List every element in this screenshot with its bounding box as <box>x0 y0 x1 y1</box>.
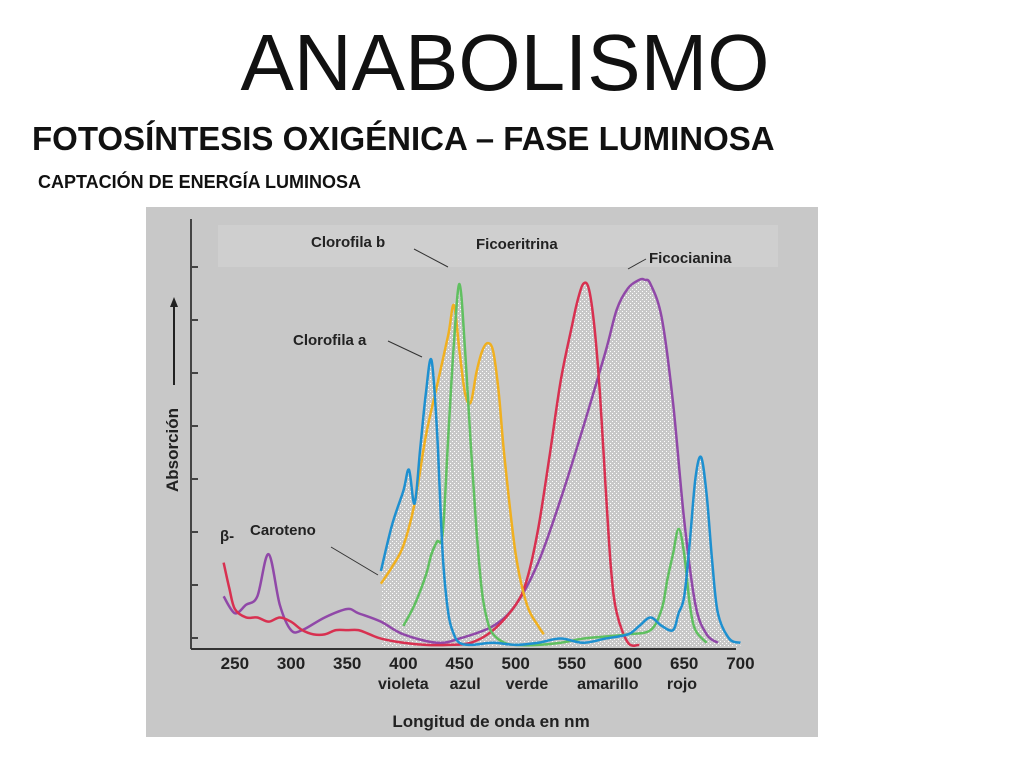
x-tick-label: 500 <box>502 654 530 673</box>
band-label-amarillo: amarillo <box>577 676 639 693</box>
x-tick-label: 550 <box>558 654 586 673</box>
x-tick-label: 400 <box>389 654 417 673</box>
series-line-ficoeritrina <box>222 281 640 647</box>
annotation-clorofila-a: Clorofila a <box>293 332 367 349</box>
absorption-spectrum-chart: 250 300 350 400 450 500 550 600 650 700 violeta azu… <box>146 207 818 737</box>
annotation-clorofila-b: Clorofila b <box>311 234 385 251</box>
y-axis-label: Absorción <box>163 408 182 492</box>
annotation-ficocianina: Ficocianina <box>649 250 732 267</box>
chart-header-panel <box>218 225 778 267</box>
leader-caroteno <box>330 546 379 576</box>
leader-clorofila-b <box>413 248 449 268</box>
x-tick-label: 700 <box>726 654 754 673</box>
slide-title: ANABOLISMO <box>240 18 770 107</box>
leader-ficocianina <box>627 258 647 270</box>
x-tick-label: 250 <box>221 654 249 673</box>
y-axis-arrow-head <box>170 297 178 307</box>
band-label-rojo: rojo <box>667 676 697 693</box>
band-label-azul: azul <box>450 676 481 693</box>
leader-clorofila-a <box>387 340 423 358</box>
series-line-clorofila-a <box>379 357 741 647</box>
x-tick-label: 650 <box>670 654 698 673</box>
band-label-verde: verde <box>506 676 549 693</box>
x-tick-label: 350 <box>333 654 361 673</box>
x-axis-label: Longitud de onda en nm <box>392 712 589 731</box>
slide-subtitle: FOTOSÍNTESIS OXIGÉNICA – FASE LUMINOSA <box>32 120 775 157</box>
annotation-caroteno: Caroteno <box>250 522 316 539</box>
slide-subsubtitle: CAPTACIÓN DE ENERGÍA LUMINOSA <box>38 172 362 192</box>
chart-svg: 250 300 350 400 450 500 550 600 650 700 violeta azu… <box>146 207 818 737</box>
annotation-beta-symbol: β- <box>220 528 234 545</box>
band-label-violeta: violeta <box>378 676 429 693</box>
series-line-clorofila-b <box>402 282 708 647</box>
stippled-visible-region <box>380 279 741 647</box>
x-tick-label: 450 <box>445 654 473 673</box>
x-tick-label: 600 <box>614 654 642 673</box>
annotation-ficoeritrina: Ficoeritrina <box>476 236 558 253</box>
x-tick-label: 300 <box>277 654 305 673</box>
